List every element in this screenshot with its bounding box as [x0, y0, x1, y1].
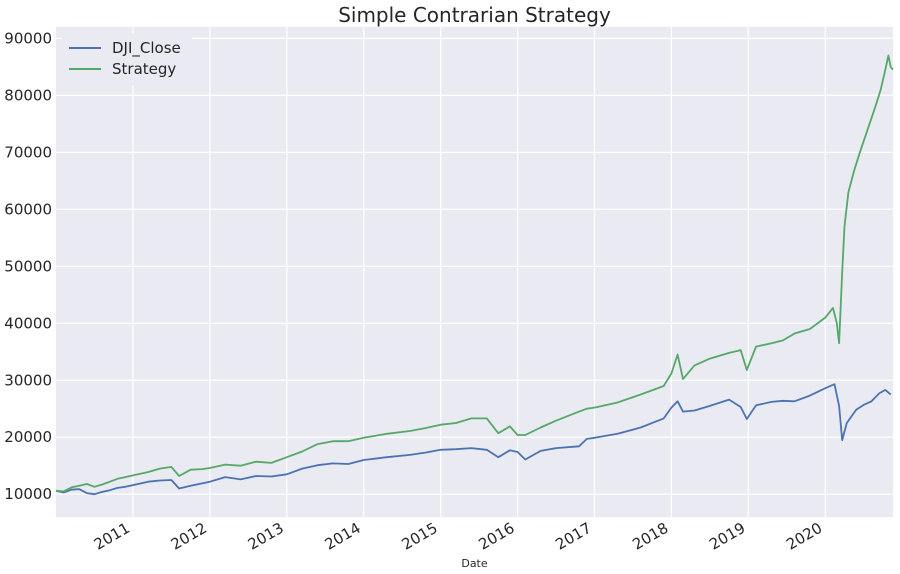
- y-tick-labels: 10000 20000 30000 40000 50000 60000 70000 80000…: [4, 29, 52, 503]
- y-tick-label: 10000: [4, 485, 52, 503]
- series-line-dji-close: [55, 383, 892, 496]
- series-line-strategy: [55, 54, 894, 493]
- y-tick-label: 80000: [4, 86, 52, 104]
- x-axis-label: Date: [461, 557, 488, 570]
- y-tick-label: 70000: [4, 143, 52, 161]
- y-tick-label: 30000: [4, 371, 52, 389]
- legend-label: DJI_Close: [112, 39, 181, 58]
- y-tick-label: 60000: [4, 200, 52, 218]
- y-tick-label: 20000: [4, 428, 52, 446]
- y-tick-label: 50000: [4, 257, 52, 275]
- legend: DJI_Close Strategy: [62, 33, 192, 85]
- y-tick-label: 40000: [4, 314, 52, 332]
- legend-box: [62, 33, 192, 85]
- grid-lines: [56, 27, 893, 517]
- legend-label: Strategy: [112, 60, 176, 78]
- chart-title: Simple Contrarian Strategy: [338, 3, 611, 27]
- y-tick-label: 90000: [4, 29, 52, 47]
- plot-area: [56, 27, 893, 517]
- series-lines: [55, 54, 894, 496]
